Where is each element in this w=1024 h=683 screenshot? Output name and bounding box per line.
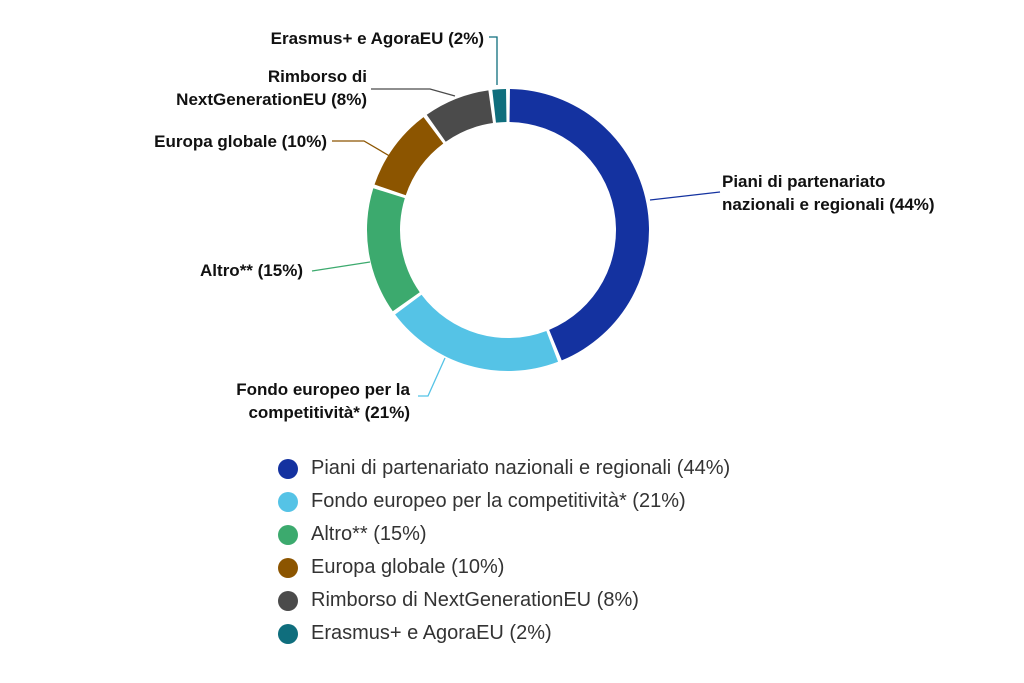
callout-leader-2 [418, 357, 446, 397]
callout-leader-5 [371, 88, 456, 97]
donut-slice-2 [395, 294, 559, 372]
legend-label: Piani di partenariato nazionali e region… [311, 457, 731, 479]
slice-data-label-3: Altro** (15%) [200, 261, 303, 280]
legend-swatch [278, 458, 298, 479]
donut-slice-4 [374, 117, 444, 196]
legend-item: Europa globale (10%) [278, 551, 730, 584]
legend-swatch [278, 557, 298, 578]
slice-data-label-1: Piani di partenariato nazionali e regiona… [722, 172, 935, 214]
legend-label: Europa globale (10%) [311, 556, 505, 578]
legend-item: Rimborso di NextGenerationEU (8%) [278, 584, 730, 617]
legend-swatch [278, 590, 298, 611]
chart-legend: Piani di partenariato nazionali e region… [278, 452, 730, 650]
legend-label: Altro** (15%) [311, 523, 427, 545]
callout-leader-1 [649, 191, 721, 201]
donut-slice-1 [509, 89, 649, 361]
slice-data-label-5: Rimborso di NextGenerationEU (8%) [176, 67, 367, 109]
donut-slice-5 [426, 90, 493, 142]
slice-data-label-2: Fondo europeo per la competitività* (21%) [236, 380, 410, 422]
callout-leader-4 [332, 140, 394, 159]
legend-swatch [278, 524, 298, 545]
legend-label: Rimborso di NextGenerationEU (8%) [311, 589, 639, 611]
callout-leader-3 [311, 261, 371, 272]
legend-swatch [278, 491, 298, 512]
callout-leader-6 [489, 36, 498, 85]
legend-item: Erasmus+ e AgoraEU (2%) [278, 617, 730, 650]
donut-slice-3 [367, 188, 420, 312]
legend-item: Altro** (15%) [278, 518, 730, 551]
legend-swatch [278, 623, 298, 644]
legend-item: Piani di partenariato nazionali e region… [278, 452, 730, 485]
legend-item: Fondo europeo per la competitività* (21%… [278, 485, 730, 518]
donut-slice-6 [492, 89, 507, 123]
legend-label: Fondo europeo per la competitività* (21%… [311, 490, 686, 512]
slice-data-label-6: Erasmus+ e AgoraEU (2%) [271, 29, 484, 48]
legend-label: Erasmus+ e AgoraEU (2%) [311, 622, 552, 644]
slice-data-label-4: Europa globale (10%) [154, 132, 327, 151]
